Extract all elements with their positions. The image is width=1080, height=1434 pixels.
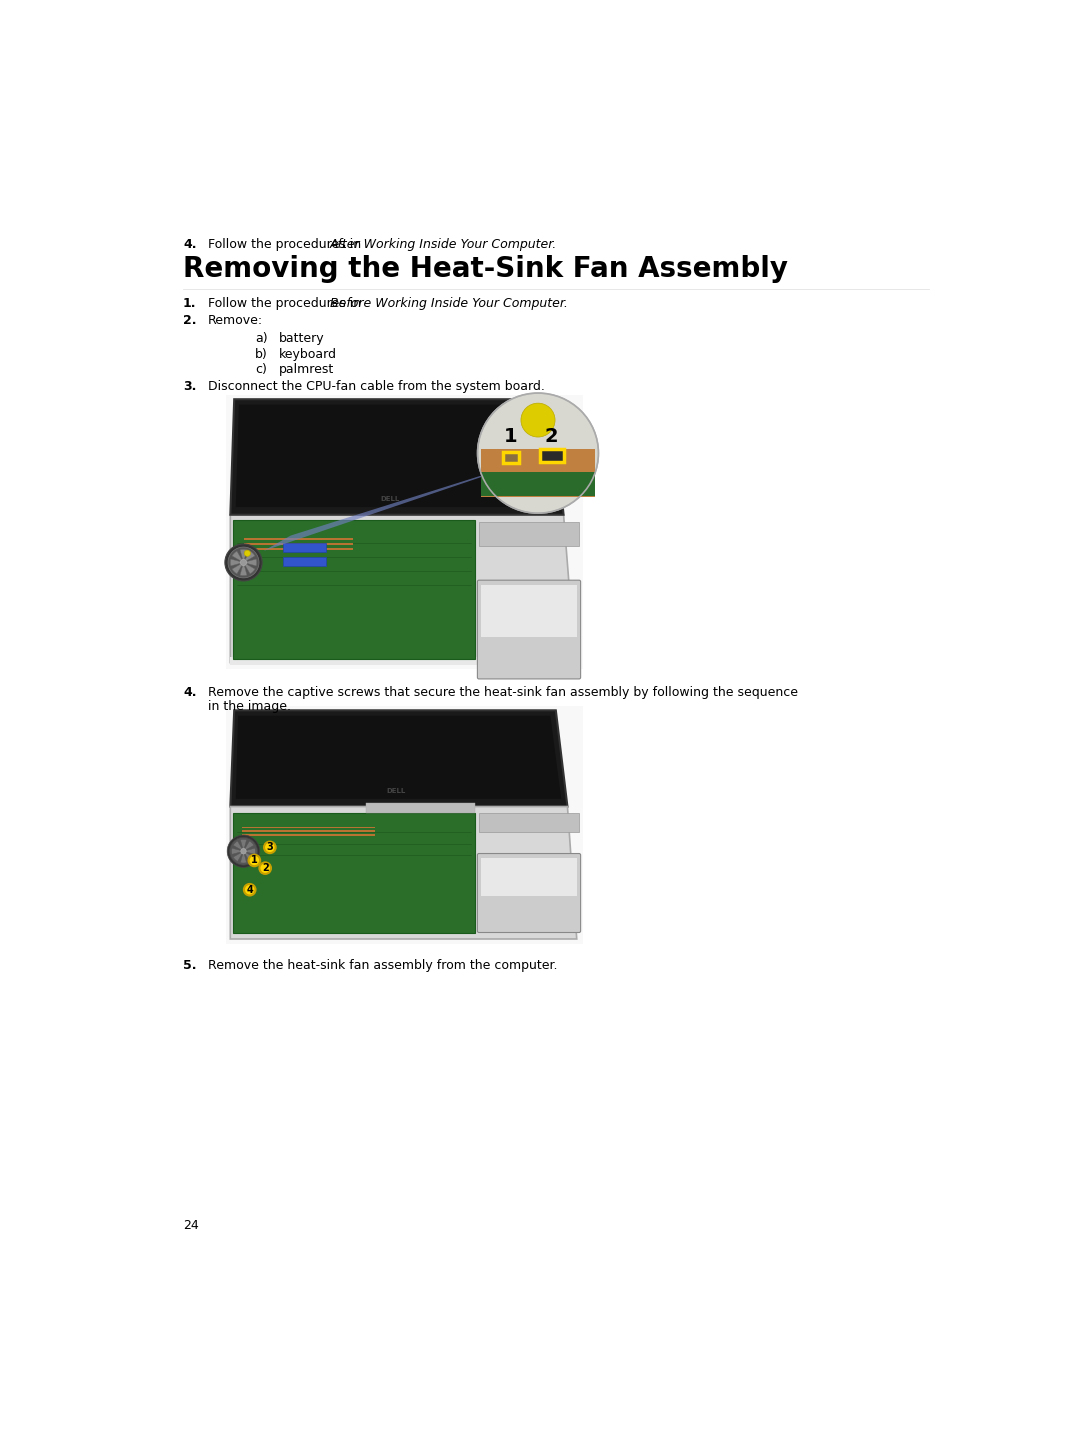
Bar [242,835,375,836]
Circle shape [248,855,260,866]
Bar [478,813,579,832]
Text: Follow the procedures in: Follow the procedures in [207,238,365,251]
Circle shape [244,883,256,895]
Text: 1.: 1. [183,297,197,310]
Text: 4.: 4. [183,238,197,251]
Polygon shape [230,806,577,939]
Bar [503,452,518,463]
Circle shape [241,559,246,565]
Wedge shape [230,559,243,566]
Polygon shape [230,515,576,663]
Text: 2: 2 [261,863,269,873]
Text: Removing the Heat-Sink Fan Assembly: Removing the Heat-Sink Fan Assembly [183,255,788,284]
Polygon shape [264,457,540,551]
Text: 4.: 4. [183,687,197,700]
Text: 3.: 3. [183,380,197,393]
Text: DELL: DELL [380,496,400,502]
Bar [242,830,375,832]
Text: 3: 3 [267,842,273,852]
Bar [482,449,595,498]
Bar [283,556,326,566]
Polygon shape [230,710,567,806]
Text: Remove the captive screws that secure the heat-sink fan assembly by following th: Remove the captive screws that secure th… [207,687,798,700]
Text: 2.: 2. [183,314,197,327]
Circle shape [227,835,260,868]
Wedge shape [241,839,246,852]
Text: Remove the heat-sink fan assembly from the computer.: Remove the heat-sink fan assembly from t… [207,959,557,972]
Bar [227,707,583,944]
Bar [482,472,595,496]
Text: keyboard: keyboard [279,347,336,360]
Text: Remove:: Remove: [207,314,262,327]
Circle shape [264,842,275,853]
Circle shape [228,546,259,578]
Bar [482,585,577,638]
Wedge shape [243,852,254,862]
Circle shape [259,862,271,873]
Bar [478,522,579,545]
Text: 2: 2 [544,427,558,446]
Circle shape [230,837,257,865]
Text: palmrest: palmrest [279,363,334,376]
Wedge shape [233,852,243,862]
Text: 24: 24 [183,1219,199,1232]
Bar [366,803,475,813]
Text: b): b) [255,347,268,360]
Text: 1: 1 [251,856,258,866]
FancyBboxPatch shape [477,581,581,678]
Polygon shape [230,399,564,515]
Bar [227,396,583,668]
Text: battery: battery [279,333,324,346]
Wedge shape [243,562,255,574]
Bar [283,543,326,552]
Text: Before Working Inside Your Computer.: Before Working Inside Your Computer. [329,297,567,310]
Bar [540,449,564,462]
Text: 1: 1 [504,427,517,446]
Wedge shape [240,549,247,562]
Circle shape [521,403,555,437]
FancyArrow shape [244,543,353,545]
FancyArrow shape [244,538,353,541]
Circle shape [244,551,251,556]
Wedge shape [231,847,243,855]
Polygon shape [235,404,559,508]
Bar [232,521,475,658]
Wedge shape [240,562,247,575]
Bar [230,657,562,665]
Text: in the image.: in the image. [207,700,291,713]
Circle shape [225,543,262,581]
Text: DELL: DELL [387,789,405,794]
Circle shape [477,393,598,513]
Text: 5.: 5. [183,959,197,972]
Text: c): c) [255,363,267,376]
Wedge shape [243,840,254,852]
Circle shape [241,849,246,853]
Text: After Working Inside Your Computer.: After Working Inside Your Computer. [329,238,557,251]
Wedge shape [243,559,257,566]
Polygon shape [235,716,562,799]
Bar [482,858,577,896]
Text: Follow the procedures in: Follow the procedures in [207,297,365,310]
Text: Disconnect the CPU-fan cable from the system board.: Disconnect the CPU-fan cable from the sy… [207,380,544,393]
Bar [242,826,375,827]
Wedge shape [241,852,246,863]
Wedge shape [232,562,243,574]
Wedge shape [232,551,243,562]
Text: a): a) [255,333,268,346]
Bar [232,813,475,934]
Wedge shape [243,551,255,562]
FancyBboxPatch shape [477,853,581,932]
Text: 4: 4 [246,885,253,895]
Wedge shape [243,847,255,855]
Wedge shape [233,840,243,852]
FancyArrow shape [244,548,353,549]
